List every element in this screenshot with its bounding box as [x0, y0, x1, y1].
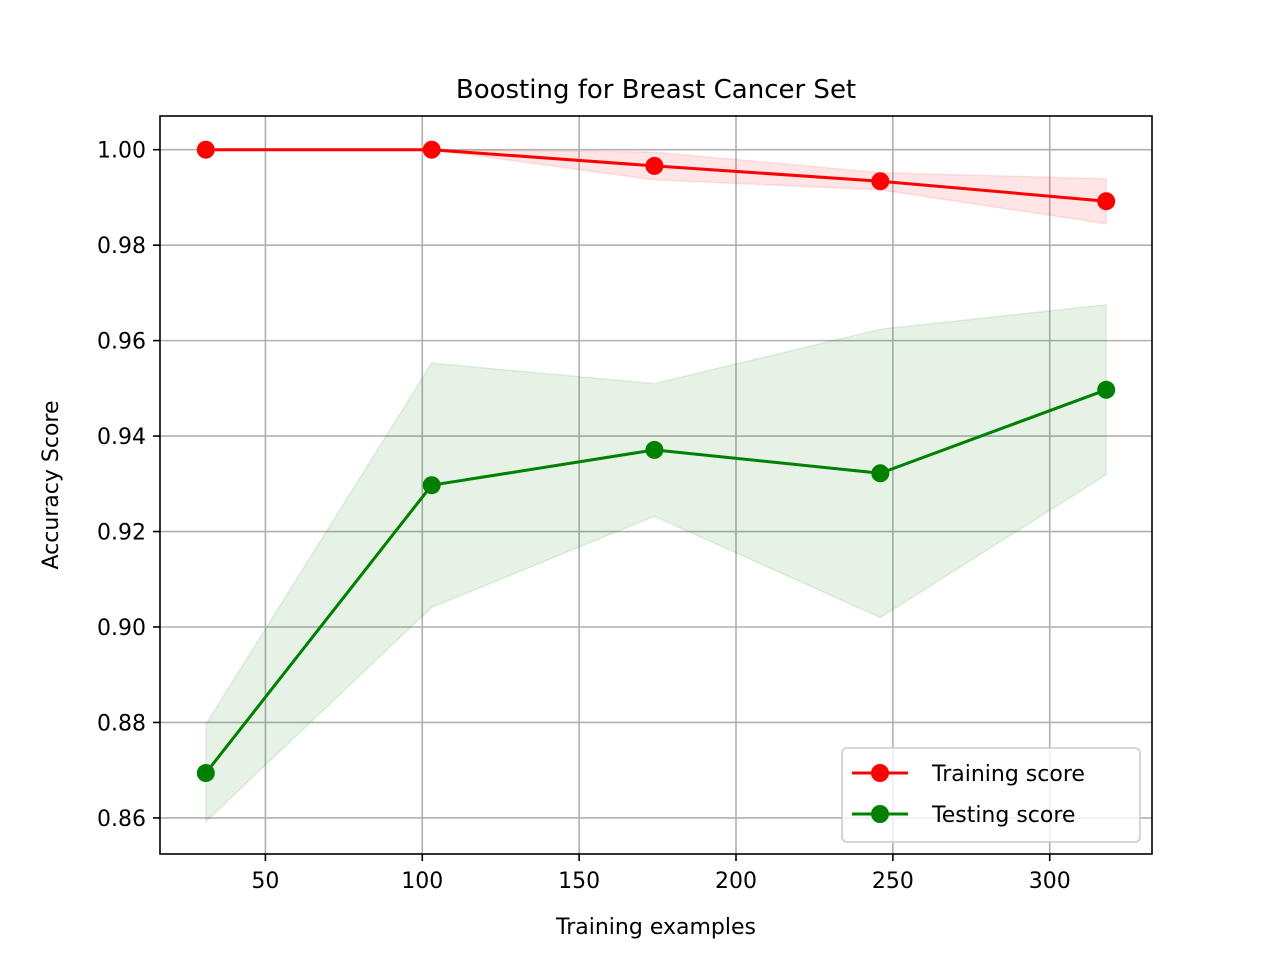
y-tick-label: 0.98 — [97, 234, 146, 259]
plot-area-frame — [159, 115, 1153, 855]
y-tick-label: 0.86 — [97, 807, 146, 832]
training-score-point — [871, 172, 890, 191]
testing-score-point — [645, 440, 664, 459]
training-score-point — [645, 156, 664, 175]
axis-ticks: 50 100 150 200 250 300 0.86 0.88 0.90 0.92 0.94 0.9… — [97, 139, 1071, 894]
legend-training-score-marker — [871, 764, 889, 782]
testing-score-band — [205, 303, 1107, 824]
testing-score-point — [196, 764, 215, 783]
y-tick-label: 1.00 — [97, 139, 146, 164]
y-tick-label: 0.90 — [97, 616, 146, 641]
legend-box — [841, 747, 1141, 843]
y-tick-label: 0.88 — [97, 711, 146, 736]
x-tick-label: 100 — [401, 869, 443, 894]
chart-title: Boosting for Breast Cancer Set — [456, 75, 856, 105]
training-score-point — [1097, 192, 1116, 211]
legend-testing-score-marker — [871, 805, 889, 823]
y-axis-label: Accuracy Score — [39, 400, 64, 569]
testing-score-point — [1097, 380, 1116, 399]
testing-score-point — [871, 464, 890, 483]
testing-score-point — [422, 476, 441, 495]
legend-testing-score-label: Testing score — [931, 803, 1075, 828]
y-tick-label: 0.96 — [97, 330, 146, 355]
x-tick-label: 150 — [558, 869, 600, 894]
x-tick-label: 300 — [1029, 869, 1071, 894]
series-markers — [196, 140, 1116, 783]
training-score-point — [422, 140, 441, 159]
x-tick-label: 250 — [872, 869, 914, 894]
x-axis-label: Training examples — [555, 915, 756, 940]
y-tick-label: 0.94 — [97, 425, 146, 450]
grid — [160, 116, 1152, 854]
legend: Training score Testing score — [841, 747, 1141, 843]
x-tick-label: 200 — [715, 869, 757, 894]
training-score-point — [196, 140, 215, 159]
legend-training-score-label: Training score — [931, 762, 1085, 787]
y-tick-label: 0.92 — [97, 521, 146, 546]
x-tick-label: 50 — [251, 869, 279, 894]
